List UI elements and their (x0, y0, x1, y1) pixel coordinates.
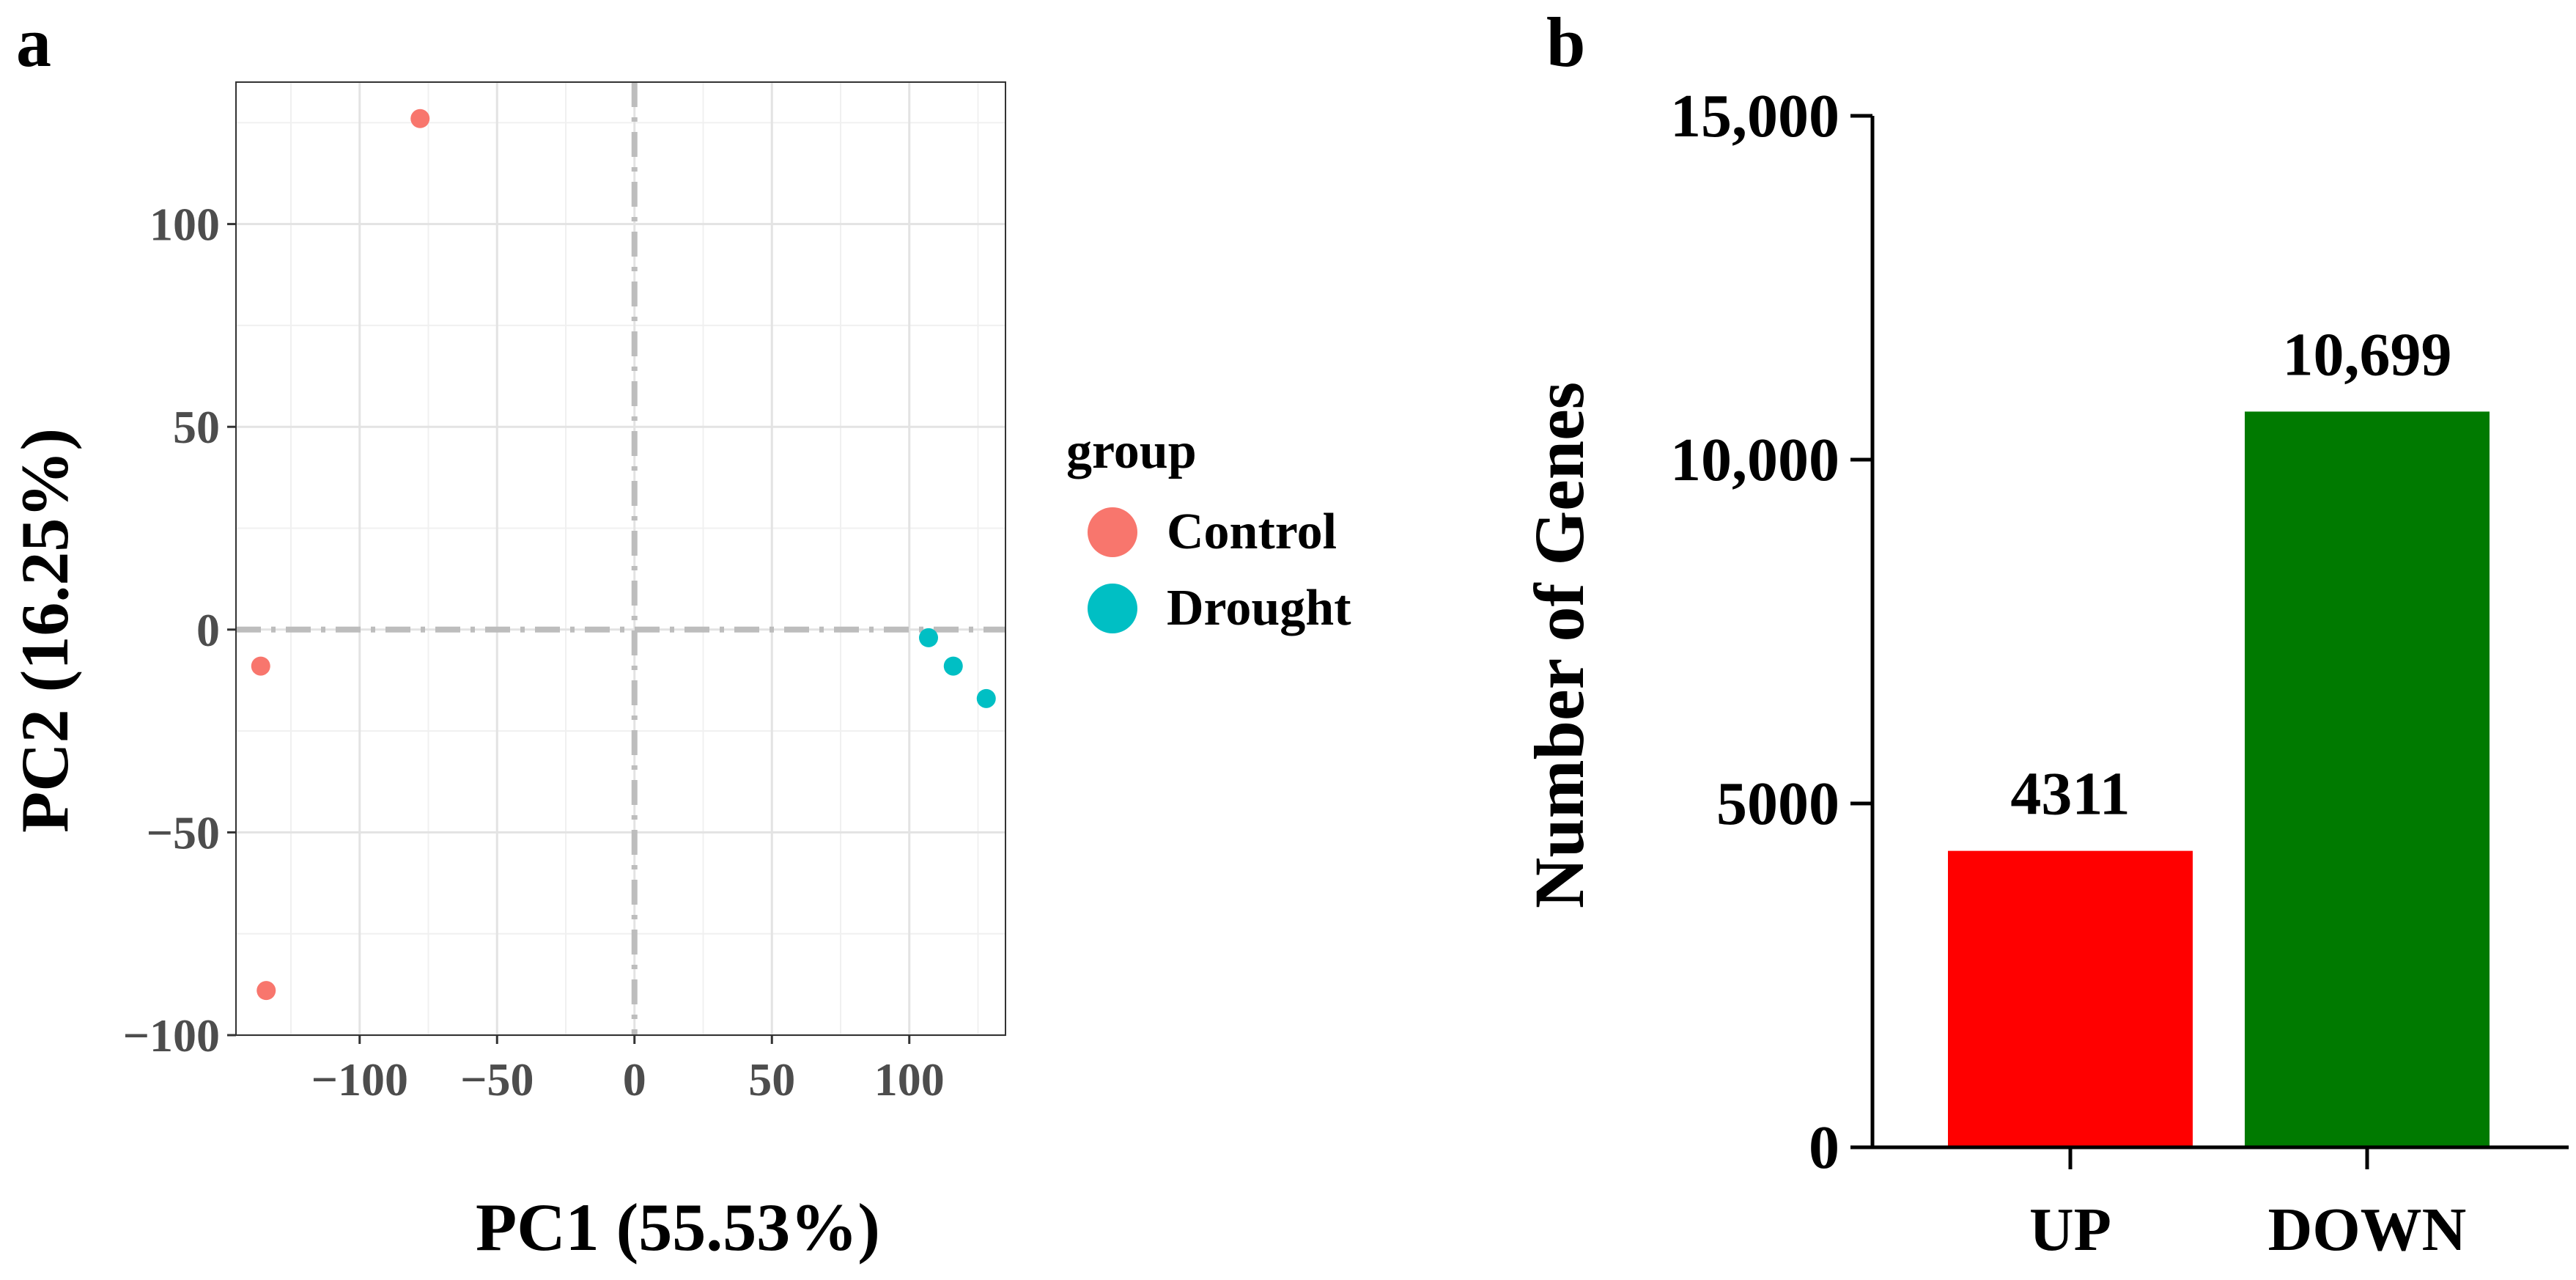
point-drought (943, 656, 963, 676)
reference-lines (236, 82, 1005, 1035)
plot-panel-border (235, 81, 1006, 1036)
y-axis-title: Number of Genes (1520, 382, 1598, 908)
legend-key-control (1088, 507, 1137, 557)
y-axis-title: PC2 (16.25%) (7, 428, 82, 833)
axes (235, 81, 1006, 1036)
bar-value-label: 10,699 (2283, 320, 2452, 389)
point-drought (919, 628, 938, 647)
x-axis-ticks: UP DOWN (2029, 1147, 2466, 1264)
legend-key-drought (1088, 584, 1137, 633)
y-axis-ticks: 0 5000 10,000 15,000 (1670, 82, 1872, 1182)
point-control (251, 656, 270, 676)
legend-label-control: Control (1167, 504, 1337, 560)
legend-title: group (1066, 423, 1197, 479)
y-tick-label: 5000 (1716, 770, 1839, 838)
y-axis-ticks: −100 −50 0 50 100 (123, 199, 236, 1062)
x-tick-label: −50 (460, 1053, 534, 1106)
bars: 4311 10,699 (1948, 320, 2490, 1147)
point-control (257, 981, 276, 1001)
x-tick-label: 0 (623, 1053, 646, 1106)
x-tick-label: UP (2029, 1196, 2111, 1264)
legend: group Control Drought (1066, 423, 1351, 636)
x-axis-title: PC1 (55.53%) (476, 1190, 880, 1265)
x-tick-label: −100 (311, 1053, 408, 1106)
x-axis-ticks: −100 −50 0 50 100 (311, 1035, 945, 1106)
panel-label-a: a (16, 3, 51, 81)
bar-value-label: 4311 (2010, 760, 2130, 828)
y-tick-label: 100 (150, 199, 220, 251)
axes (1870, 116, 2569, 1150)
y-tick-label: 10,000 (1670, 426, 1839, 494)
x-tick-label: 50 (748, 1053, 795, 1106)
point-drought (976, 688, 996, 708)
y-tick-label: 0 (1809, 1114, 1839, 1182)
legend-label-drought: Drought (1167, 580, 1351, 636)
y-tick-label: 50 (173, 401, 220, 453)
x-tick-label: 100 (874, 1053, 945, 1106)
plot-panel-background (236, 82, 1005, 1035)
x-tick-label: DOWN (2268, 1196, 2467, 1264)
y-tick-label: −50 (147, 806, 220, 858)
point-control (410, 108, 430, 128)
pca-scatter-chart: −100 −50 0 50 100 −100 −50 0 50 100 PC1 (55.53%)… (7, 81, 1351, 1265)
y-tick-label: 0 (196, 604, 220, 656)
y-tick-label: 15,000 (1670, 82, 1839, 150)
panel-label-b: b (1546, 3, 1585, 81)
bar-up (1948, 850, 2193, 1147)
y-tick-label: −100 (123, 1009, 220, 1062)
bar-chart: 4311 10,699 0 5000 10,000 15,000 UP DOWN Numb… (1520, 82, 2569, 1264)
gridlines (236, 82, 1005, 1037)
bar-down (2245, 411, 2490, 1147)
data-points (251, 108, 996, 1001)
